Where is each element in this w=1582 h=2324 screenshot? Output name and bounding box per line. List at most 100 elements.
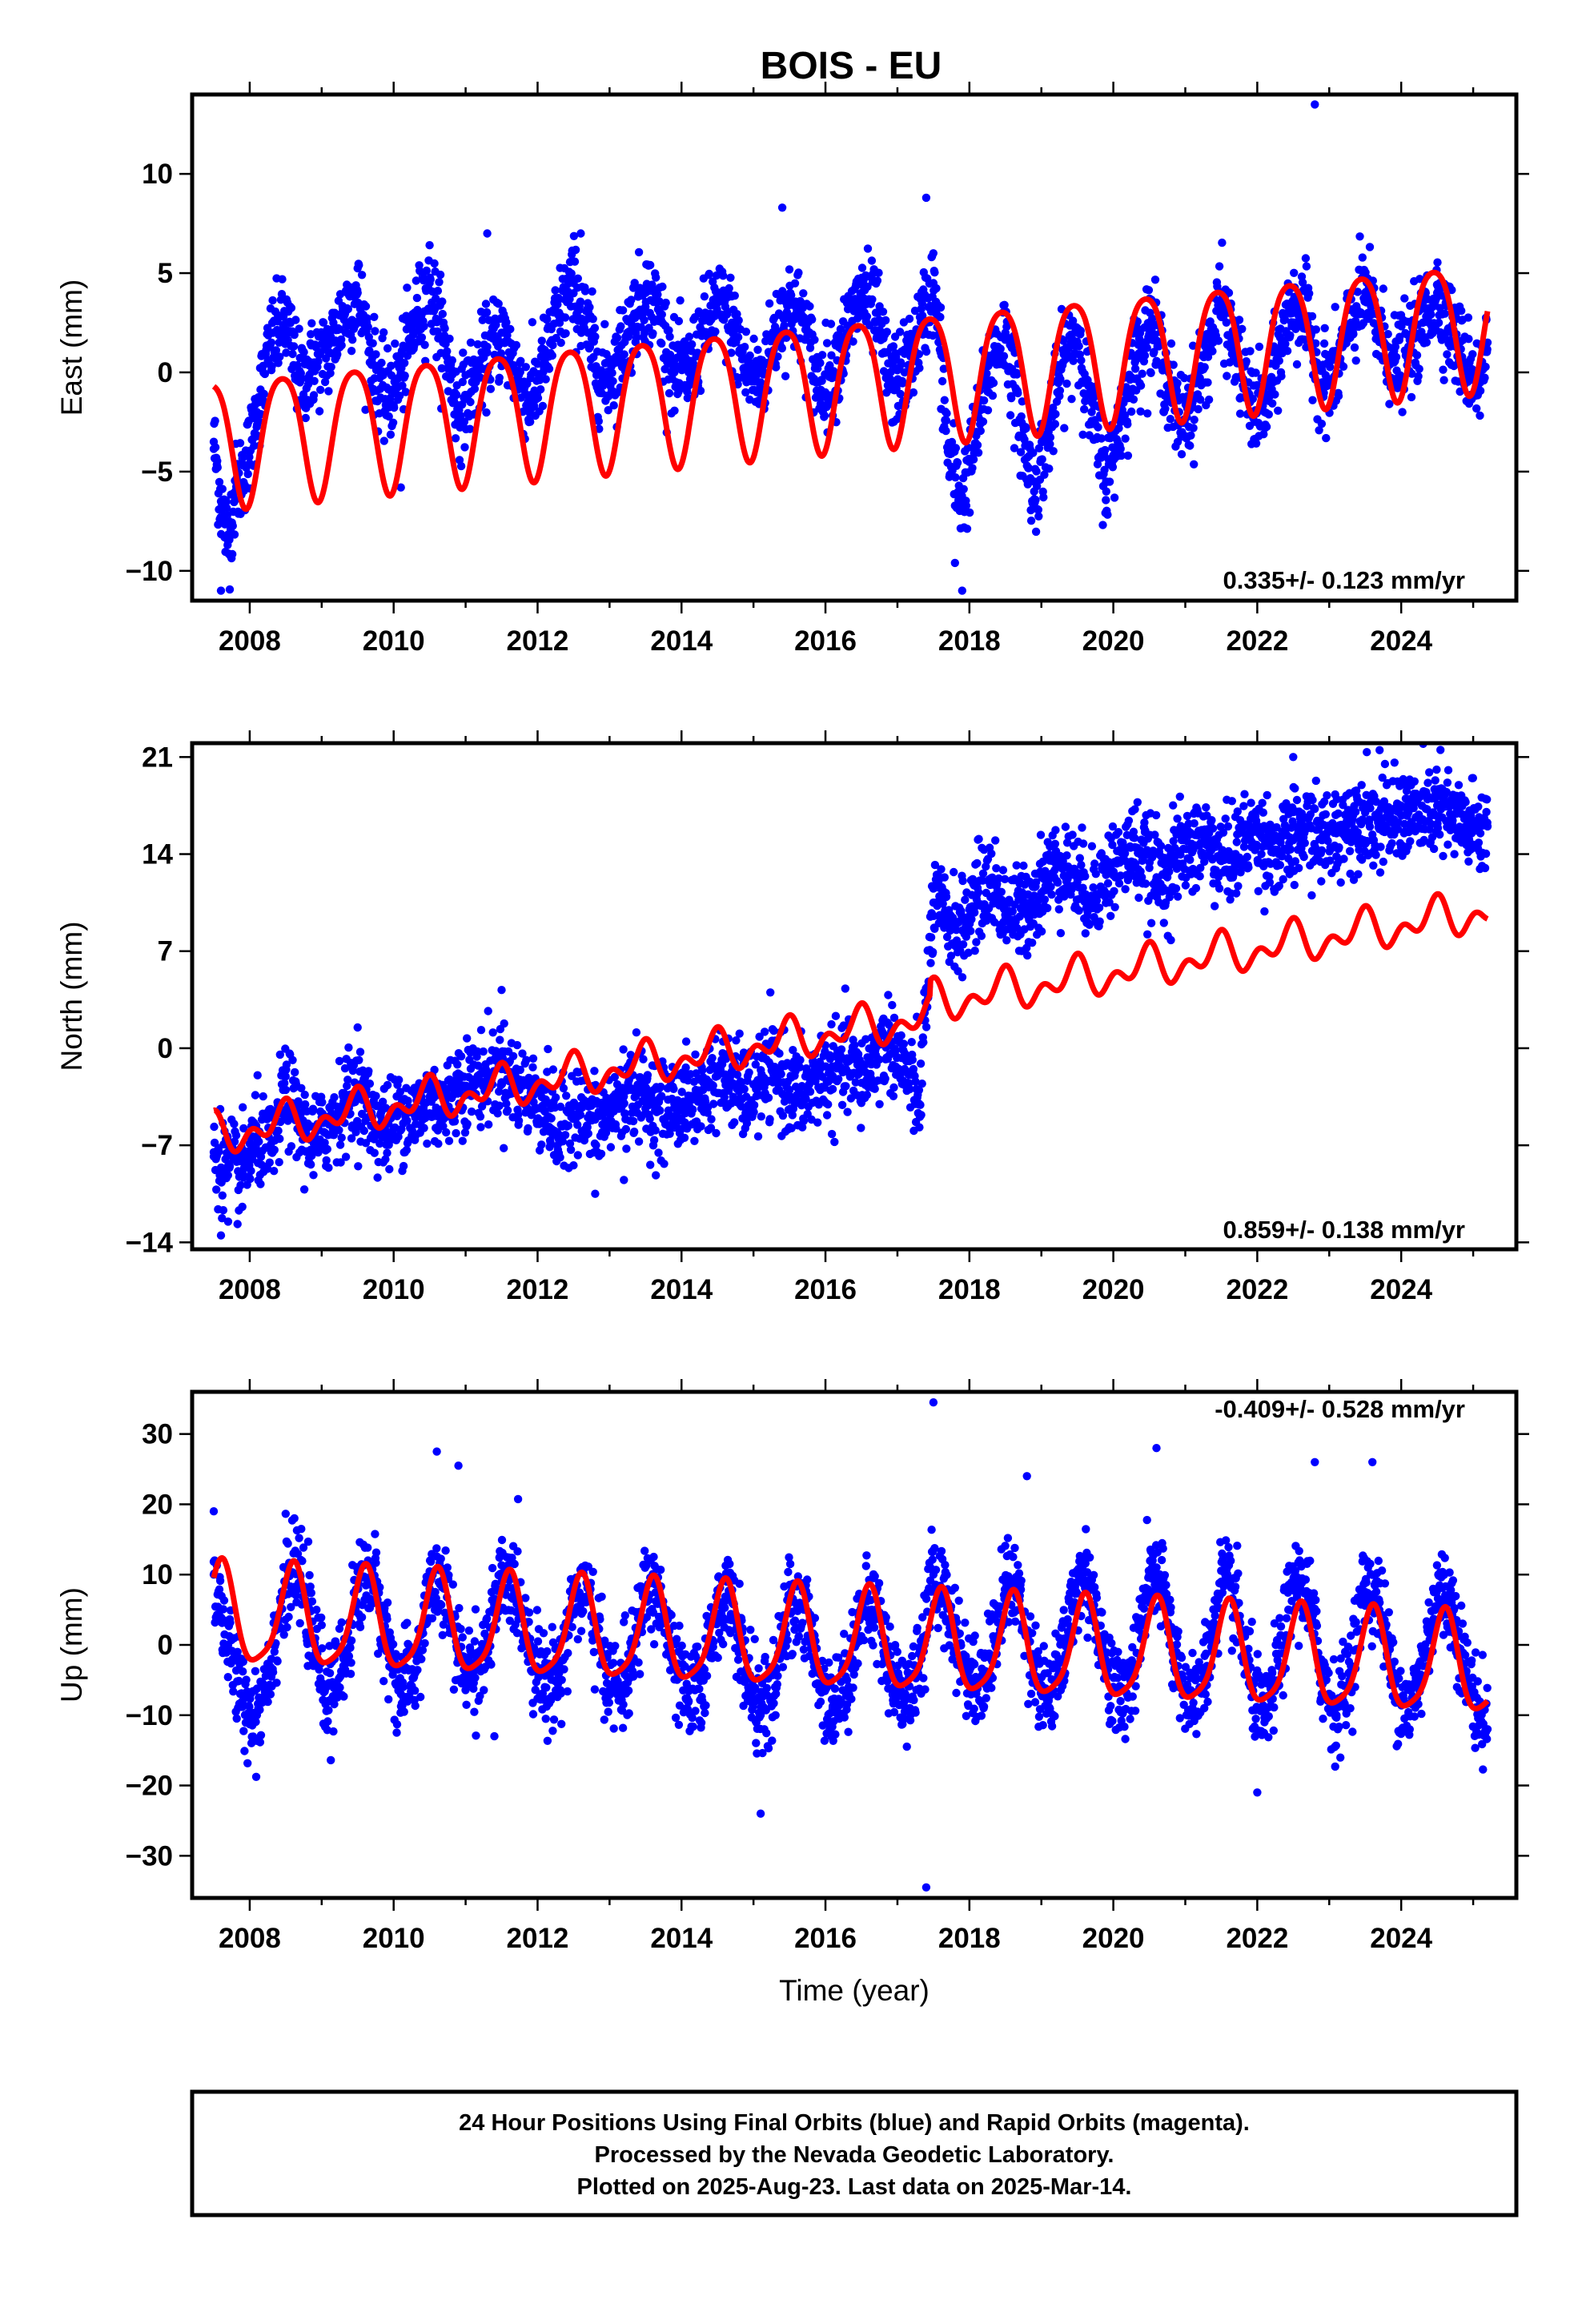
east-sample-41	[770, 328, 780, 337]
east-point-134	[267, 362, 276, 371]
east-point-1911	[1038, 455, 1046, 464]
east-point-902	[600, 320, 609, 328]
east-point-408	[386, 430, 396, 439]
north-point-1201	[730, 1118, 739, 1127]
east-point-2698	[1379, 284, 1388, 293]
east-point-2458	[1275, 356, 1284, 365]
east-point-993	[640, 316, 648, 324]
east-point-269	[326, 368, 335, 378]
east-point-1684	[939, 364, 949, 373]
east-point-517	[433, 287, 443, 296]
north-point-1707	[950, 867, 958, 877]
east-sample-54	[943, 447, 953, 456]
north-point-1803	[991, 836, 1000, 845]
east-outlier-2	[483, 229, 492, 238]
east-point-2058	[1102, 496, 1110, 505]
east-point-2109	[1123, 451, 1133, 460]
north-point-878	[590, 1067, 599, 1076]
east-point-1927	[1045, 464, 1054, 473]
north-point-1020	[652, 1171, 661, 1180]
north-point-290	[335, 1056, 344, 1066]
east-ytick-label-1: −5	[141, 456, 173, 488]
north-point-1031	[656, 1082, 665, 1092]
east-point-1634	[917, 299, 926, 308]
east-point-516	[433, 327, 442, 336]
north-point-446	[403, 1116, 412, 1125]
east-point-2382	[1242, 357, 1251, 366]
east-point-2477	[1283, 347, 1292, 356]
north-point-1644	[921, 1023, 931, 1031]
east-point-1550	[881, 316, 890, 325]
north-point-622	[479, 1047, 488, 1056]
east-sample-80	[1318, 378, 1327, 387]
east-point-1360	[799, 289, 808, 298]
north-point-1450	[837, 1100, 847, 1110]
east-point-2483	[1286, 331, 1295, 340]
north-point-1256	[753, 1132, 763, 1141]
east-sample-25	[540, 358, 549, 367]
north-point-529	[439, 1122, 448, 1131]
east-point-244	[315, 407, 324, 416]
east-point-1043	[661, 298, 670, 308]
east-point-774	[544, 364, 554, 373]
north-point-1771	[977, 931, 986, 940]
east-point-186	[290, 330, 299, 340]
north-point-1525	[870, 1084, 879, 1093]
north-point-1435	[831, 1011, 841, 1020]
north-point-182	[288, 1055, 297, 1065]
east-point-1937	[1049, 447, 1058, 456]
east-point-801	[556, 338, 565, 348]
north-point-634	[484, 1120, 493, 1129]
north-point-1271	[760, 1027, 769, 1036]
north-point-1247	[749, 1100, 759, 1110]
east-point-2122	[1129, 395, 1138, 404]
east-point-2776	[1412, 351, 1422, 360]
east-point-1635	[918, 312, 927, 320]
east-point-846	[576, 297, 585, 306]
east-point-2826	[1434, 318, 1443, 328]
north-point-1426	[827, 1129, 837, 1139]
north-point-347	[359, 1126, 368, 1136]
north-point-660	[496, 1035, 504, 1044]
north-point-1659	[929, 947, 938, 957]
east-point-1562	[886, 368, 895, 376]
east-point-416	[390, 403, 399, 412]
north-point-1556	[884, 991, 893, 999]
east-point-2904	[1468, 350, 1477, 359]
east-point-1509	[863, 244, 873, 253]
east-axes: 2008 2010 2012 2014 2016 2018 2020 2022 2024−10−…	[126, 82, 1529, 657]
east-sample-43	[799, 318, 809, 328]
east-point-867	[585, 303, 594, 312]
east-point-2492	[1290, 268, 1299, 277]
east-sample-66	[1116, 417, 1125, 427]
north-point-209	[299, 1185, 309, 1194]
east-point-1496	[857, 263, 867, 272]
east-point-811	[560, 313, 570, 322]
east-point-1132	[700, 292, 709, 301]
east-sample-44	[813, 378, 823, 387]
north-point-67	[239, 1103, 247, 1112]
north-point-292	[335, 1140, 345, 1149]
east-point-440	[400, 359, 409, 368]
east-point-351	[361, 302, 371, 311]
north-point-1654	[926, 959, 935, 967]
east-point-1508	[863, 282, 872, 292]
east-point-1409	[820, 411, 829, 420]
north-point-195	[294, 1097, 303, 1106]
east-point-571	[456, 461, 466, 471]
east-point-1035	[658, 282, 667, 292]
north-point-151	[275, 1158, 283, 1167]
east-point-1711	[951, 473, 960, 482]
east-point-1237	[745, 351, 754, 360]
east-point-2092	[1116, 444, 1125, 453]
east-point-831	[569, 231, 579, 240]
east-point-720	[521, 363, 530, 372]
east-sample-56	[972, 428, 982, 436]
east-point-1952	[1055, 386, 1065, 395]
north-point-335	[355, 1055, 363, 1065]
east-sample-30	[612, 358, 621, 367]
east-sample-65	[1102, 477, 1110, 486]
north-point-846	[576, 1110, 585, 1120]
east-sample-39	[742, 368, 751, 377]
east-point-367	[368, 339, 377, 348]
